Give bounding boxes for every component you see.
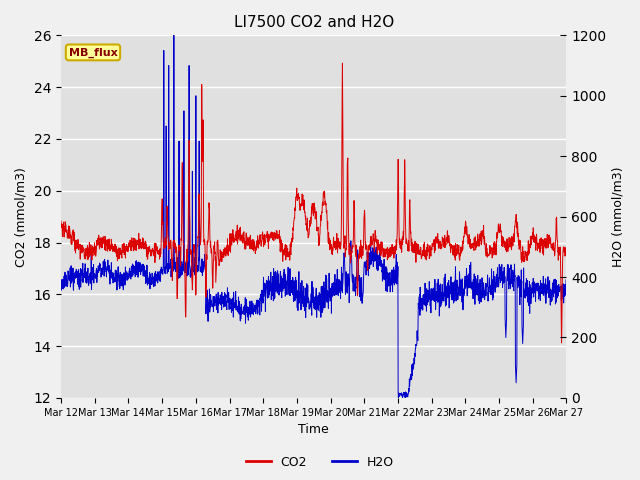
- Title: LI7500 CO2 and H2O: LI7500 CO2 and H2O: [234, 15, 394, 30]
- X-axis label: Time: Time: [298, 423, 329, 436]
- Y-axis label: CO2 (mmol/m3): CO2 (mmol/m3): [15, 167, 28, 266]
- Text: MB_flux: MB_flux: [68, 47, 117, 58]
- Y-axis label: H2O (mmol/m3): H2O (mmol/m3): [612, 167, 625, 267]
- Legend: CO2, H2O: CO2, H2O: [241, 451, 399, 474]
